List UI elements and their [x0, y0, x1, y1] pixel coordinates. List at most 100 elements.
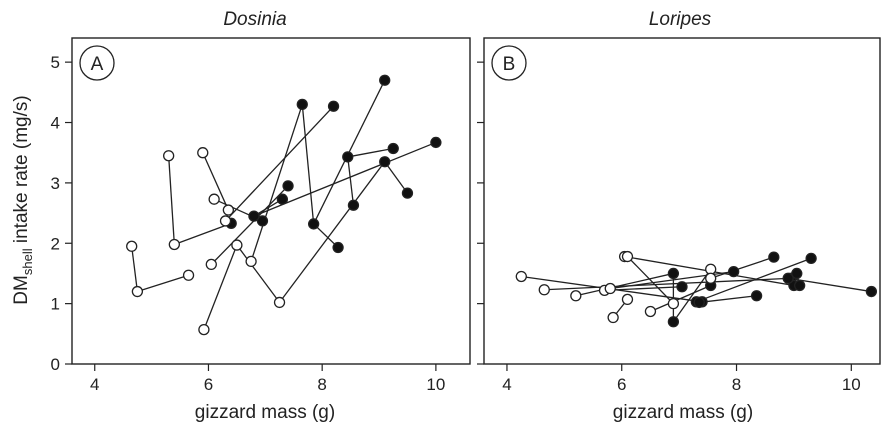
panel-a-point-open	[197, 147, 209, 159]
panel-a-point-open	[208, 193, 220, 205]
panel-a-x-tick-label: 4	[90, 375, 99, 394]
panel-a-x-axis-label: gizzard mass (g)	[195, 402, 335, 423]
panel-a-point-filled	[296, 98, 308, 111]
panel-a-pair-line	[347, 156, 355, 206]
panel-a-point-filled	[256, 215, 269, 227]
panel-a-frame	[71, 37, 471, 365]
panel-b-point-open	[621, 293, 634, 306]
panel-a-label-badge	[79, 45, 115, 81]
panel-b-point-filled	[805, 252, 817, 265]
panel-a-point-open	[163, 150, 175, 162]
panel-a-pair-line	[279, 161, 386, 303]
panel-a-pair-line	[203, 244, 238, 330]
panel-b-pair-line	[627, 256, 674, 305]
panel-b-point-open	[621, 250, 634, 263]
panel-a-point-filled	[332, 241, 344, 254]
panel-a-pair-line	[210, 185, 289, 265]
panel-a-point-open	[198, 323, 210, 336]
panel-b-point-open	[705, 272, 717, 284]
panel-b-pair-line	[650, 284, 711, 313]
panel-a-ticks: 4 6 8 10 0 1 2 3 4 5	[51, 53, 446, 394]
panel-b-pair-line	[672, 268, 712, 323]
panel-a-point-open	[219, 215, 232, 227]
panel-b-point-filled	[865, 285, 878, 298]
panel-a-point-filled	[379, 74, 391, 86]
panel-b-point-open	[604, 282, 616, 295]
panel-b-point-filled	[667, 316, 680, 328]
y-axis-label-main: DM	[11, 275, 32, 305]
panel-b-point-filled	[768, 251, 780, 263]
panel-b-point-open	[644, 305, 657, 318]
panel-b-point-filled	[676, 281, 688, 293]
panel-a-y-tick-label: 5	[51, 53, 60, 72]
panel-b-title: Loripes	[649, 9, 712, 30]
panel-a-point-open	[168, 238, 180, 251]
panel-a-y-tick-label: 0	[51, 355, 60, 374]
panel-a-lines	[131, 79, 437, 330]
panel-a-pair-line	[347, 147, 394, 158]
panel-a-point-filled	[327, 100, 340, 112]
panel-a-point-open	[131, 285, 144, 298]
panel-b-point-filled	[750, 290, 763, 302]
panel-b-points	[515, 250, 878, 328]
panel-b-pair-line	[696, 257, 812, 303]
panel-a-pair-line	[301, 104, 315, 225]
panel-a-pair-line	[168, 155, 175, 245]
y-axis-label-subscript: shell	[20, 248, 35, 275]
panel-a-pair-line	[384, 161, 408, 194]
panel-a-pair-line	[137, 274, 189, 293]
panel-b-label-badge	[491, 45, 527, 81]
panel-a-x-tick-label: 10	[426, 375, 445, 394]
panel-b-pair-line	[544, 277, 792, 291]
panel-a-point-filled	[248, 210, 260, 222]
panel-a-y-tick-label: 3	[51, 174, 60, 193]
panel-a-title: Dosinia	[223, 9, 286, 30]
panel-a-pair-line	[236, 244, 281, 303]
panel-a-point-open	[182, 269, 195, 281]
panel-a-point-open	[126, 240, 138, 252]
panel-b-point-open	[515, 270, 527, 283]
panel-a-point-filled	[401, 187, 414, 199]
panel-b-point-filled	[791, 267, 803, 280]
panel-b-x-tick-label: 4	[502, 375, 511, 394]
y-axis-label-rest: intake rate (mg/s)	[11, 95, 32, 248]
panel-a-point-filled	[276, 193, 289, 205]
panel-a-y-tick-label: 4	[51, 114, 60, 133]
panel-a-point-open	[205, 258, 217, 271]
panel-b-label: B	[503, 54, 516, 75]
panel-b-point-filled	[728, 265, 740, 278]
panel-a-point-filled	[282, 180, 294, 192]
panel-b: Loripes B 4 6 8 10 gizzard mass (g)	[477, 9, 881, 423]
panel-b-point-filled	[693, 296, 705, 309]
panel-a-point-filled	[379, 156, 391, 168]
panel-b-point-open	[667, 297, 680, 310]
panel-b-pair-line	[604, 286, 683, 291]
panel-b-point-open	[538, 284, 550, 296]
panel-a-point-filled	[307, 218, 320, 230]
panel-a-label: A	[91, 54, 104, 75]
panel-b-point-open	[570, 290, 582, 302]
panel-b-point-filled	[794, 279, 806, 292]
panel-a-point-open	[273, 296, 286, 309]
panel-a-pair-line	[250, 104, 303, 262]
panel-a-point-open	[231, 239, 243, 251]
y-axis-label: DMshell intake rate (mg/s)	[11, 95, 35, 304]
panel-b-x-tick-label: 6	[617, 375, 626, 394]
panel-b-frame	[483, 37, 881, 365]
panel-a-y-tick-label: 1	[51, 295, 60, 314]
panel-a-y-tick-label: 2	[51, 234, 60, 253]
panel-b-pair-line	[710, 256, 775, 279]
panel-b-pair-line	[699, 295, 757, 304]
panel-a-point-open	[222, 204, 235, 216]
panel-b-ticks: 4 6 8 10	[477, 61, 861, 394]
panel-a-pair-line	[202, 152, 229, 211]
panel-b-x-tick-label: 8	[732, 375, 741, 394]
panel-a: Dosinia A 4 6 8 10 0 1 2 3 4 5 gizzard mass (g)	[51, 9, 471, 423]
panel-a-point-filled	[347, 199, 360, 211]
panel-a-point-open	[245, 255, 257, 268]
panel-a-pair-line	[225, 105, 335, 222]
panel-b-lines	[521, 255, 872, 323]
panel-b-point-open	[607, 311, 619, 324]
panel-a-point-filled	[387, 142, 399, 155]
